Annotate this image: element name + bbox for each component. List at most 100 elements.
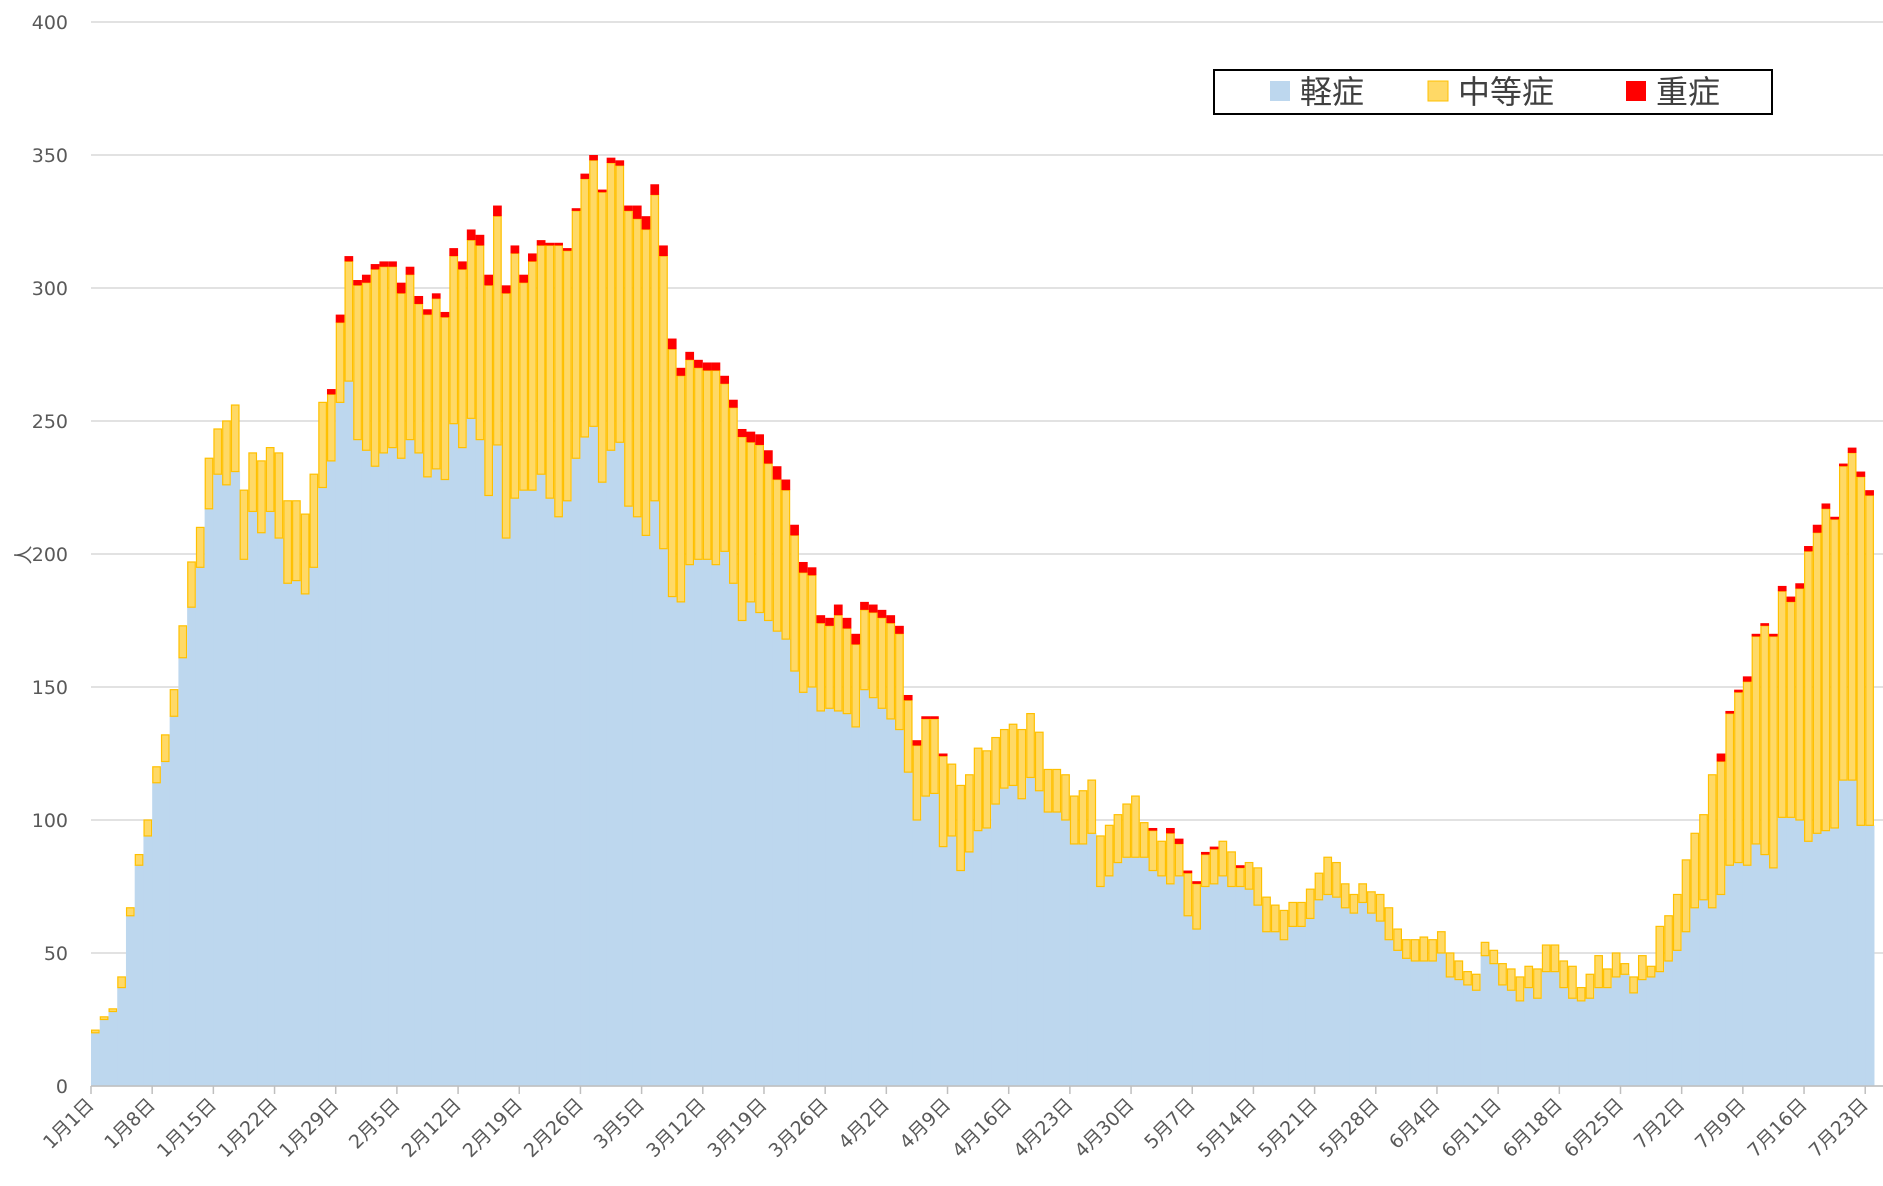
- bar-segment: [370, 268, 380, 467]
- bar-segment: [921, 718, 931, 797]
- bar-segment: [816, 710, 826, 1086]
- x-tick-label: 5月14日: [1193, 1094, 1261, 1162]
- bar-segment: [1620, 974, 1630, 1086]
- bar-segment: [1297, 926, 1307, 1086]
- bar-segment: [589, 155, 598, 161]
- bar-segment: [1760, 854, 1770, 1086]
- bar-segment: [1812, 532, 1822, 834]
- bar-segment: [763, 620, 774, 1086]
- bar-segment: [361, 274, 371, 283]
- bar-segment: [676, 601, 686, 1086]
- bar-segment: [1279, 939, 1289, 1086]
- bar-segment: [1515, 976, 1525, 1002]
- bar-segment: [1436, 931, 1446, 954]
- bar-segment: [125, 907, 135, 917]
- bar-segment: [1192, 929, 1202, 1086]
- bar-segment: [169, 716, 179, 1086]
- bar-segment: [484, 495, 494, 1087]
- legend-label: 重症: [1656, 73, 1720, 111]
- bar-segment: [440, 311, 450, 318]
- y-tick-label: 350: [32, 145, 68, 167]
- bar-segment: [1594, 987, 1604, 1086]
- bar-segment: [1637, 979, 1648, 1086]
- bar-segment: [1043, 812, 1053, 1086]
- bar-segment: [510, 252, 520, 499]
- x-tick-label: 1月15日: [153, 1094, 221, 1162]
- bar-segment: [1428, 939, 1437, 962]
- bar-segment: [134, 865, 144, 1086]
- bar-segment: [475, 234, 485, 246]
- bar-segment: [694, 359, 703, 368]
- bar-segment: [1078, 790, 1088, 845]
- bar-segment: [1270, 904, 1280, 933]
- bar-segment: [790, 524, 799, 536]
- bar-segment: [265, 511, 276, 1086]
- bar-segment: [816, 615, 826, 624]
- bar-segment: [248, 452, 258, 513]
- bar-segment: [1323, 894, 1333, 1086]
- bar-segment: [431, 298, 441, 470]
- bar-segment: [239, 489, 249, 560]
- bar-segment: [1227, 851, 1236, 888]
- bar-segment: [667, 338, 677, 350]
- bar-segment: [781, 479, 791, 491]
- bar-segment: [886, 615, 896, 624]
- bar-segment: [1716, 894, 1726, 1086]
- bar-segment: [1235, 865, 1245, 868]
- bar-segment: [1122, 857, 1132, 1086]
- bar-segment: [903, 772, 914, 1086]
- bar-segment: [1244, 861, 1254, 890]
- bar-segment: [1742, 676, 1752, 682]
- bar-segment: [1174, 843, 1184, 877]
- bar-segment: [475, 244, 485, 441]
- bar-segment: [292, 580, 302, 1086]
- bar-segment: [694, 559, 704, 1086]
- bar-segment: [309, 473, 319, 568]
- bar-segment: [1707, 774, 1717, 909]
- bar-segment: [1751, 633, 1761, 637]
- bar-segment: [449, 255, 459, 425]
- bar-segment: [860, 689, 870, 1086]
- bar-segment: [1200, 886, 1211, 1086]
- bar-segment: [1235, 886, 1246, 1086]
- bar-segment: [405, 266, 415, 275]
- bar-segment: [501, 538, 512, 1086]
- bar-segment: [1166, 832, 1175, 885]
- bar-segment: [423, 309, 432, 315]
- bar-segment: [1148, 830, 1158, 872]
- bar-segment: [1087, 779, 1097, 834]
- bar-segment: [423, 314, 432, 478]
- bar-segment: [1157, 875, 1167, 1086]
- y-tick-label: 0: [56, 1076, 68, 1098]
- bar-segment: [1148, 870, 1158, 1086]
- bar-segment: [1786, 817, 1796, 1086]
- bar-segment: [597, 191, 607, 483]
- bar-segment: [1218, 875, 1228, 1086]
- bar-segment: [807, 574, 817, 688]
- bar-segment: [195, 567, 206, 1086]
- bar-segment: [991, 736, 1000, 805]
- bar-segment: [781, 639, 791, 1086]
- bar-segment: [1672, 893, 1682, 951]
- bar-segment: [1244, 889, 1254, 1086]
- bar-segment: [772, 631, 782, 1086]
- bar-segment: [1498, 984, 1508, 1086]
- x-tick-label: 1月22日: [214, 1094, 282, 1162]
- bar-segment: [536, 474, 546, 1086]
- bar-segment: [798, 572, 808, 693]
- bar-segment: [571, 208, 581, 211]
- bar-segment: [842, 627, 852, 715]
- bar-segment: [554, 516, 564, 1086]
- x-tick-label: 5月7日: [1140, 1094, 1200, 1154]
- bar-segment: [615, 160, 625, 166]
- bar-segment: [326, 460, 337, 1086]
- bar-segment: [1052, 768, 1062, 813]
- bar-segment: [562, 248, 572, 251]
- bar-segment: [91, 1032, 101, 1086]
- bar-segment: [1078, 843, 1088, 1086]
- bar-segment: [1489, 963, 1499, 1086]
- bar-segment: [1174, 875, 1184, 1086]
- bar-segment: [1279, 909, 1289, 941]
- bar-segment: [1305, 888, 1315, 920]
- bar-segment: [1585, 998, 1595, 1086]
